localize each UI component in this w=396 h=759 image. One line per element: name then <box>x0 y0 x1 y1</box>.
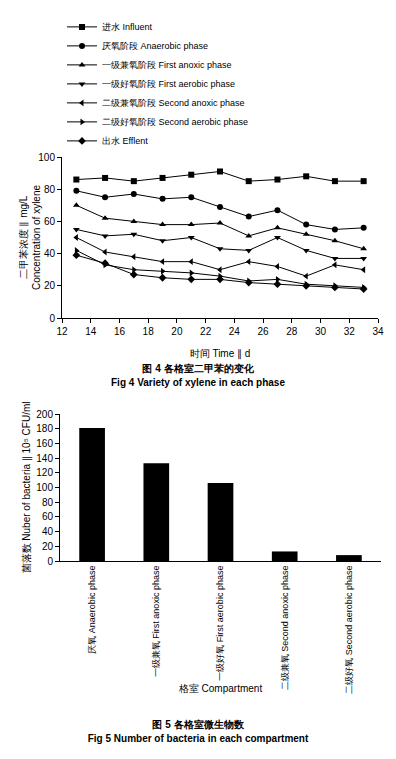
svg-text:140: 140 <box>36 453 53 464</box>
svg-text:一级好氧 First aerobic phase: 一级好氧 First aerobic phase <box>215 566 225 681</box>
svg-text:二甲苯浓度 ∥ mg/LConcentration of x: 二甲苯浓度 ∥ mg/LConcentration of xylene <box>18 185 42 291</box>
svg-text:32: 32 <box>344 326 356 337</box>
svg-text:40: 40 <box>44 248 56 259</box>
svg-text:出水 Efflent: 出水 Efflent <box>102 136 148 146</box>
svg-text:进水 Influent: 进水 Influent <box>102 22 153 32</box>
svg-text:160: 160 <box>36 438 53 449</box>
svg-text:厌氧 Anaerobic phase: 厌氧 Anaerobic phase <box>87 566 97 654</box>
html-text:Fig 5 Number of bacteria in ea: Fig 5 Number of bacteria in each compart… <box>87 733 309 744</box>
svg-text:一级兼氧阶段 First anoxic phase: 一级兼氧阶段 First anoxic phase <box>102 60 232 70</box>
svg-text:时间 Time ∥ d: 时间 Time ∥ d <box>190 348 251 360</box>
html-text:Fig 4 Variety of xylene in eac: Fig 4 Variety of xylene in each phase <box>111 377 285 388</box>
svg-text:24: 24 <box>229 326 241 337</box>
svg-text:14: 14 <box>85 326 97 337</box>
svg-text:60: 60 <box>42 511 54 522</box>
svg-text:30: 30 <box>315 326 327 337</box>
svg-text:100: 100 <box>36 482 53 493</box>
svg-text:28: 28 <box>286 326 298 337</box>
svg-text:20: 20 <box>171 326 183 337</box>
svg-text:26: 26 <box>258 326 270 337</box>
svg-text:22: 22 <box>200 326 212 337</box>
svg-text:16: 16 <box>114 326 126 337</box>
svg-text:20: 20 <box>44 280 56 291</box>
html-text:图 5 各格室微生物数: 图 5 各格室微生物数 <box>152 719 244 730</box>
svg-text:一级兼氧 First anoxic phase: 一级兼氧 First anoxic phase <box>151 566 161 678</box>
svg-text:二级兼氧 Second anoxic phase: 二级兼氧 Second anoxic phase <box>280 566 290 691</box>
svg-text:一级好氧阶段 First aerobic phase: 一级好氧阶段 First aerobic phase <box>102 79 235 89</box>
svg-text:格室 Compartment: 格室 Compartment <box>178 683 263 694</box>
svg-text:0: 0 <box>49 313 55 324</box>
svg-text:12: 12 <box>56 326 68 337</box>
svg-text:二级好氧 Second aerobic phase: 二级好氧 Second aerobic phase <box>344 566 354 694</box>
svg-text:80: 80 <box>42 497 54 508</box>
svg-text:40: 40 <box>42 526 54 537</box>
svg-text:100: 100 <box>38 152 55 163</box>
svg-text:18: 18 <box>143 326 155 337</box>
svg-text:120: 120 <box>36 467 53 478</box>
svg-text:0: 0 <box>47 556 53 567</box>
svg-text:60: 60 <box>44 216 56 227</box>
svg-text:20: 20 <box>42 541 54 552</box>
svg-text:80: 80 <box>44 184 56 195</box>
svg-text:180: 180 <box>36 423 53 434</box>
svg-text:二级兼氧阶段 Second anoxic phase: 二级兼氧阶段 Second anoxic phase <box>102 98 245 108</box>
svg-text:34: 34 <box>372 326 384 337</box>
html-text:图 4 各格室二甲苯的变化: 图 4 各格室二甲苯的变化 <box>142 363 254 374</box>
svg-text:菌落数 Nuber of bacteria ∥ 10⁵ CF: 菌落数 Nuber of bacteria ∥ 10⁵ CFU/ml <box>21 402 33 574</box>
svg-text:200: 200 <box>36 409 53 420</box>
svg-text:厌氧阶段 Anaerobic phase: 厌氧阶段 Anaerobic phase <box>102 41 208 51</box>
svg-text:二级好氧阶段 Second aerobic phase: 二级好氧阶段 Second aerobic phase <box>102 117 248 127</box>
